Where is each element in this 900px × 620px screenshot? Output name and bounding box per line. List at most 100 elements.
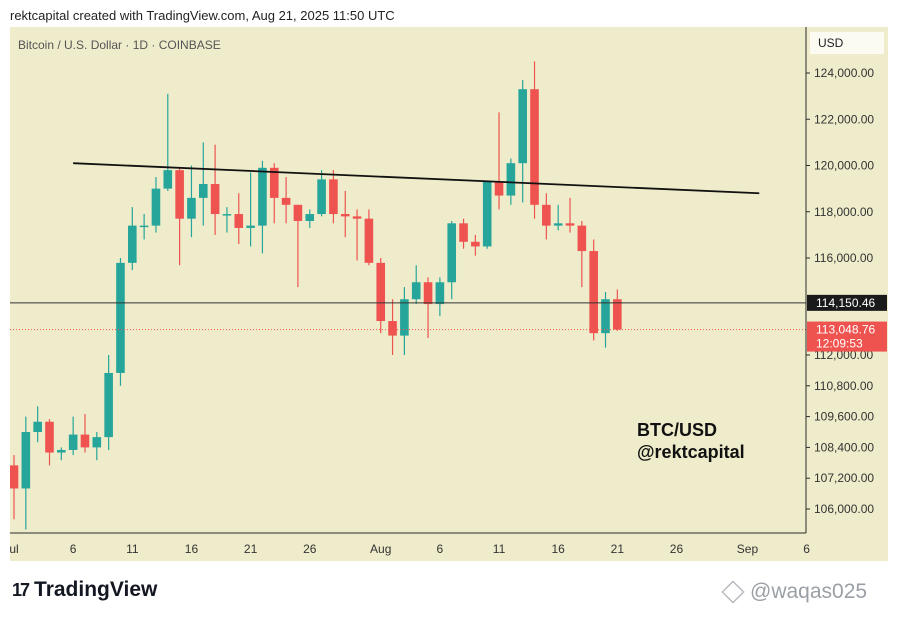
- candlestick-chart[interactable]: 124,000.00 122,000.00 120,000.00 118,000.00…: [10, 27, 888, 561]
- axis-layer: 124,000.00 122,000.00 120,000.00 118,000.00…: [10, 27, 887, 556]
- x-tick-label: 6: [70, 542, 77, 556]
- candle: [187, 165, 196, 238]
- candle: [518, 79, 527, 203]
- chart-annotation: BTC/USD @rektcapital: [637, 419, 745, 463]
- y-tick-label: 107,200.00: [814, 471, 874, 485]
- candle-body: [388, 321, 397, 336]
- candle: [269, 163, 279, 224]
- candle: [494, 112, 504, 210]
- candle: [459, 218, 468, 249]
- currency-label[interactable]: USD: [810, 32, 884, 54]
- x-tick-label: 6: [803, 542, 810, 556]
- candle: [411, 265, 421, 305]
- candle: [281, 177, 291, 224]
- annotation-pair: BTC/USD: [637, 420, 717, 440]
- candle: [151, 177, 161, 233]
- candle-body: [246, 225, 255, 228]
- candle: [80, 414, 90, 453]
- y-tick-label: 116,000.00: [814, 251, 873, 265]
- candle-body: [459, 223, 468, 242]
- candle-body: [258, 167, 267, 226]
- x-tick-label: 21: [611, 542, 625, 556]
- candle-body: [376, 262, 386, 322]
- candle: [305, 209, 315, 228]
- candle: [116, 258, 125, 386]
- candle: [258, 160, 267, 254]
- candle: [589, 239, 598, 341]
- candle-body: [128, 225, 137, 263]
- lines-layer: [10, 162, 806, 331]
- candle-body: [329, 179, 338, 215]
- candle-body: [494, 181, 504, 196]
- candle-body: [577, 225, 587, 252]
- candle-body: [151, 188, 161, 226]
- x-tick-label: ul: [10, 542, 19, 556]
- candle-body: [163, 170, 173, 189]
- candle: [364, 209, 374, 266]
- current-price-label: 114,150.46: [816, 296, 875, 310]
- candle-body: [518, 89, 527, 164]
- tradingview-logo[interactable]: 17 TradingView: [12, 578, 157, 602]
- candle-body: [187, 197, 196, 219]
- y-tick-label: 122,000.00: [814, 112, 874, 126]
- candle: [68, 416, 78, 456]
- candle-body: [305, 214, 315, 221]
- candle-body: [601, 299, 610, 334]
- candle: [222, 207, 232, 233]
- candle-body: [92, 437, 102, 448]
- y-tick-label: 124,000.00: [814, 66, 874, 80]
- y-tick-label: 118,000.00: [814, 205, 873, 219]
- candle-body: [506, 163, 516, 196]
- candle: [340, 190, 350, 238]
- candle-body: [553, 223, 563, 226]
- candle-body: [198, 184, 208, 198]
- candle: [45, 419, 54, 466]
- candle-body: [33, 421, 42, 432]
- candle: [565, 197, 575, 233]
- candle-body: [10, 465, 19, 489]
- candle-body: [293, 204, 303, 221]
- annotation-author: @rektcapital: [637, 442, 745, 462]
- candle: [163, 93, 173, 191]
- y-tick-label: 120,000.00: [814, 159, 874, 173]
- candle: [447, 221, 457, 300]
- chart-area[interactable]: 124,000.00 122,000.00 120,000.00 118,000.00…: [10, 27, 888, 561]
- candle-body: [57, 449, 66, 453]
- candle-body: [139, 225, 149, 228]
- candle: [10, 455, 19, 520]
- x-tick-label: Sep: [737, 542, 759, 556]
- candle: [246, 172, 255, 247]
- x-tick-label: 16: [185, 542, 199, 556]
- candle-body: [364, 218, 374, 263]
- candle: [234, 193, 244, 245]
- candle: [352, 209, 362, 261]
- y-tick-label: 109,600.00: [814, 410, 874, 424]
- candle-body: [281, 197, 291, 205]
- chart-header: rektcapital created with TradingView.com…: [10, 8, 395, 23]
- candle: [92, 432, 102, 461]
- x-tick-label: 11: [493, 542, 506, 556]
- symbol-label[interactable]: Bitcoin / U.S. Dollar · 1D · COINBASE: [18, 38, 221, 52]
- candle: [175, 167, 184, 266]
- x-tick-label: 11: [126, 542, 139, 556]
- candle: [329, 170, 338, 224]
- candle-body: [542, 204, 551, 226]
- candle: [471, 234, 480, 256]
- candle-body: [104, 372, 113, 438]
- x-tick-label: 26: [670, 542, 684, 556]
- candle-body: [210, 184, 220, 215]
- candle: [613, 289, 622, 331]
- candle: [435, 277, 445, 317]
- candle-body: [340, 214, 350, 217]
- candle-body: [68, 434, 78, 450]
- candle-body: [530, 89, 539, 205]
- candle: [198, 142, 208, 226]
- tradingview-logo-text: TradingView: [34, 578, 158, 601]
- candle: [376, 258, 386, 334]
- candles-layer: [10, 61, 622, 530]
- candle: [210, 144, 220, 235]
- candle: [57, 447, 66, 461]
- candle-body: [269, 167, 279, 198]
- candle-body: [116, 262, 125, 373]
- x-tick-label: Aug: [370, 542, 391, 556]
